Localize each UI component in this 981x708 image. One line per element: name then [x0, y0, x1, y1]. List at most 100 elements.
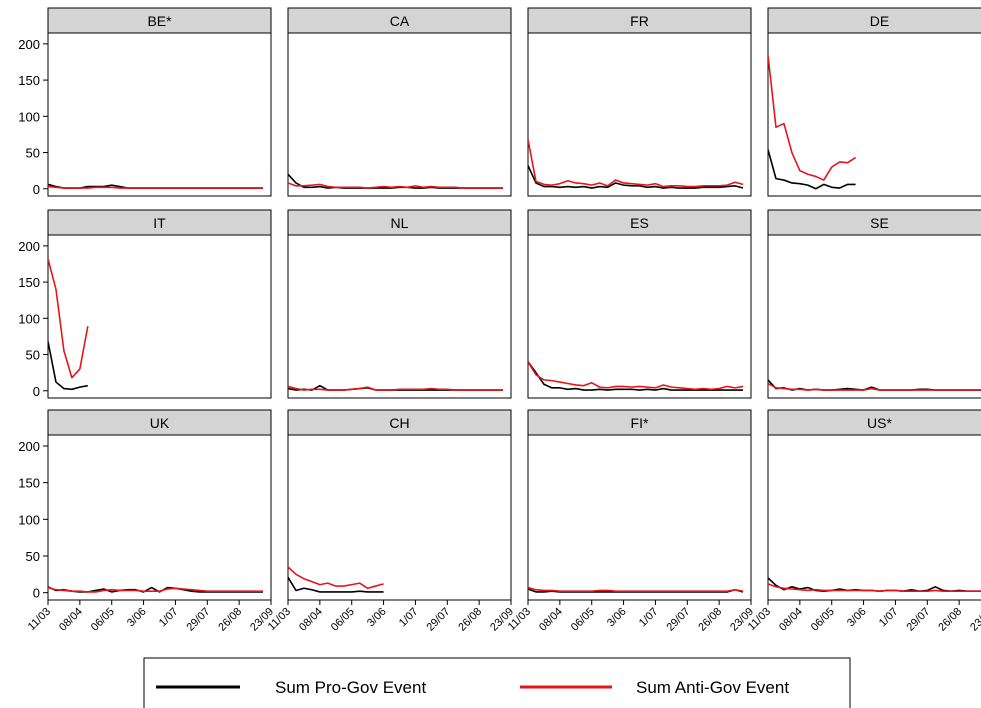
legend-label-pro: Sum Pro-Gov Event: [275, 678, 426, 697]
x-tick-label: 3/06: [365, 606, 389, 630]
x-tick-label: 26/08: [216, 606, 244, 634]
panel-plot-area: [287, 234, 512, 399]
y-tick-label: 200: [18, 239, 40, 254]
panel-strip: [287, 209, 512, 236]
y-tick-label: 150: [18, 476, 40, 491]
panel-title: BE*: [147, 13, 172, 29]
y-tick-label: 100: [18, 109, 40, 124]
x-tick-label: 1/07: [397, 606, 421, 630]
y-tick-label: 150: [18, 275, 40, 290]
y-tick-label: 150: [18, 73, 40, 88]
panel-title: UK: [150, 415, 170, 431]
x-tick-label: 1/07: [157, 606, 181, 630]
x-tick-label: 11/03: [26, 606, 53, 633]
x-tick-label: 29/07: [424, 606, 452, 634]
series-line-anti: [288, 566, 384, 590]
legend-box: [143, 657, 851, 708]
x-tick-label: 26/08: [456, 606, 484, 634]
panel-title: NL: [391, 215, 409, 231]
legend-label-anti: Sum Anti-Gov Event: [636, 678, 789, 697]
panel-it: IT 0 50 100 150 200: [18, 209, 272, 399]
panel-nl: NL: [287, 209, 512, 399]
x-tick-label: 08/04: [777, 606, 805, 634]
x-tick-label: 06/05: [569, 606, 597, 634]
y-tick-label: 100: [18, 512, 40, 527]
series-line-anti: [768, 583, 981, 593]
panel-plot-area: [767, 234, 981, 399]
x-tick-label: 08/04: [57, 606, 85, 634]
panel-strip: [47, 7, 272, 34]
panel-fr: FR: [527, 7, 752, 197]
y-tick-label: 100: [18, 311, 40, 326]
panel-se: SE: [767, 209, 981, 399]
panel-plot-area: [767, 434, 981, 601]
panel-plot-area: [287, 434, 512, 601]
panel-strip: [527, 209, 752, 236]
panel-us-star: US*11/03 08/04 06/05 3/06 1/07 29/07 26/08 23/0…: [746, 409, 981, 634]
panel-plot-area: [527, 32, 752, 197]
x-tick-label: 06/05: [329, 606, 357, 634]
series-line-anti: [768, 55, 857, 181]
panel-be-star: BE* 0 50 100 150 200: [18, 7, 272, 197]
x-tick-label: 26/08: [936, 606, 964, 634]
series-line-pro: [48, 341, 88, 391]
y-tick-label: 0: [33, 586, 40, 601]
panel-title: ES: [630, 215, 649, 231]
x-tick-label: 08/04: [297, 606, 325, 634]
panel-title: SE: [870, 215, 889, 231]
x-tick-label: 3/06: [845, 606, 869, 630]
x-tick-label: 26/08: [696, 606, 724, 634]
y-tick-label: 0: [33, 384, 40, 399]
x-tick-label: 29/07: [664, 606, 692, 634]
legend: Sum Pro-Gov Event Sum Anti-Gov Event: [143, 657, 851, 708]
series-line-pro: [528, 165, 744, 189]
y-tick-label: 200: [18, 37, 40, 52]
series-line-anti: [48, 586, 264, 593]
panel-strip: [767, 409, 981, 436]
panel-title: FI*: [631, 415, 649, 431]
x-tick-label: 3/06: [125, 606, 149, 630]
y-tick-label: 0: [33, 182, 40, 197]
panel-plot-area: [287, 32, 512, 197]
x-tick-label: 1/07: [637, 606, 661, 630]
series-line-anti: [48, 185, 264, 189]
panel-ca: CA: [287, 7, 512, 197]
panel-plot-area: [47, 234, 272, 399]
panel-de: DE: [767, 7, 981, 197]
series-line-anti: [288, 385, 504, 391]
series-line-anti: [528, 361, 744, 391]
panel-strip: [287, 7, 512, 34]
panel-title: DE: [870, 13, 889, 29]
panel-uk: UK 0 50 100 150 200 11/03 08/04 06/05 3/06 1/07 29/…: [18, 409, 276, 634]
x-tick-label: 08/04: [537, 606, 565, 634]
panel-title: CH: [389, 415, 409, 431]
x-tick-label: 29/07: [904, 606, 932, 634]
panel-plot-area: [47, 32, 272, 197]
y-tick-label: 50: [26, 146, 40, 161]
y-tick-label: 50: [26, 549, 40, 564]
x-tick-label: 06/05: [809, 606, 837, 634]
panel-plot-area: [47, 434, 272, 601]
x-tick-label: 3/06: [605, 606, 629, 630]
panel-title: CA: [390, 13, 410, 29]
panel-plot-area: [767, 32, 981, 197]
panel-title: FR: [630, 13, 649, 29]
panel-strip: [767, 7, 981, 34]
series-line-pro: [768, 149, 856, 190]
panel-fi-star: FI*11/03 08/04 06/05 3/06 1/07 29/07 26/08 23/0…: [506, 409, 756, 634]
panel-plot-area: [527, 434, 752, 601]
panel-es: ES: [527, 209, 752, 399]
series-line-anti: [528, 586, 744, 593]
series-line-anti: [48, 258, 89, 379]
panel-strip: [47, 209, 272, 236]
panel-strip: [287, 409, 512, 436]
x-tick-label: 06/05: [89, 606, 117, 634]
panel-strip: [767, 209, 981, 236]
panel-title: US*: [867, 415, 892, 431]
series-line-anti: [768, 382, 981, 391]
panel-plot-area: [527, 234, 752, 399]
panels-layer: BE* 0 50 100 150 200 CA FR DE IT 0 50 100 150 200 NL ES S…: [18, 7, 981, 634]
x-tick-label: 29/07: [184, 606, 212, 634]
